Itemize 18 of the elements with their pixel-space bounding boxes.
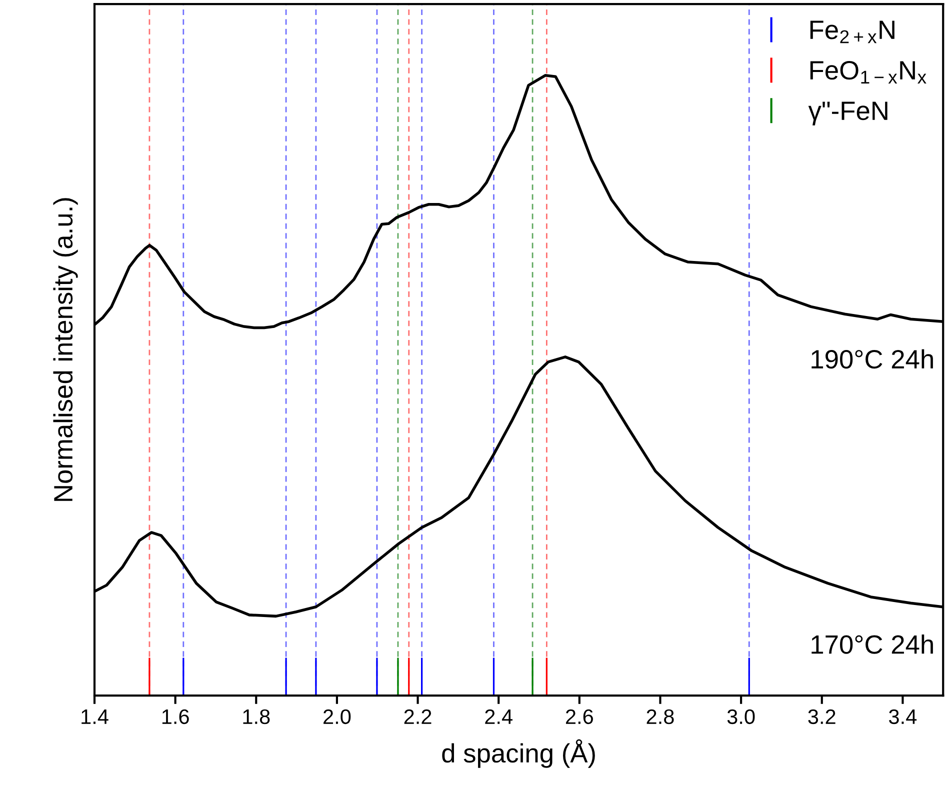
annotation: 170°C 24h (812, 634, 933, 654)
x-tick-label: 3.4 (889, 709, 917, 724)
x-tick-label: 2.4 (485, 709, 512, 724)
legend-label: γ"-FeN (808, 102, 888, 126)
y-axis-title: Normalised intensity (a.u.) (53, 198, 78, 501)
x-tick-label: 2.8 (646, 709, 674, 724)
x-tick-label: 3.0 (727, 709, 755, 724)
x-axis-title: d spacing (Å) (442, 739, 595, 768)
x-tick-label: 2.2 (404, 709, 432, 724)
legend-label: FeO$_{1−x}$N$_{x}$ (810, 60, 926, 84)
x-tick-label: 1.6 (162, 709, 189, 724)
annotation: 190°C 24h (812, 349, 933, 369)
legend-label: Fe$_{2+x}$N (810, 20, 894, 44)
x-tick-label: 1.8 (243, 709, 270, 724)
x-tick-label: 2.6 (566, 709, 593, 724)
x-tick-label: 3.2 (808, 709, 836, 724)
x-tick-label: 1.4 (82, 710, 108, 724)
x-tick-label: 2.0 (324, 709, 351, 724)
